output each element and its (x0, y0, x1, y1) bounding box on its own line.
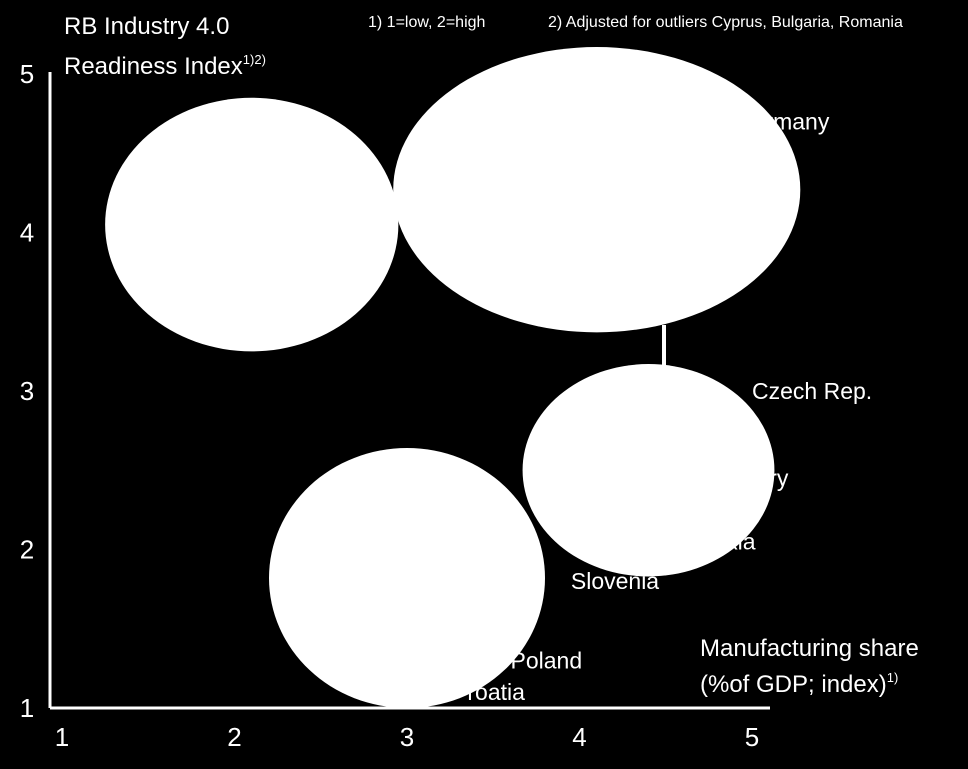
x-tick-labels: 1 2 3 4 5 (55, 722, 759, 752)
x-axis-label-line2-text: (%of GDP; index) (700, 671, 887, 698)
x-axis-label-sup: 1) (887, 670, 899, 685)
x-axis-label-line1: Manufacturing share (700, 635, 919, 662)
x-tick-label: 5 (745, 722, 759, 752)
footnote-2: 2) Adjusted for outliers Cyprus, Bulgari… (548, 14, 903, 31)
chart-title-line1: RB Industry 4.0 (64, 13, 229, 40)
y-tick-labels: 1 2 3 4 5 (20, 59, 34, 723)
footnote-1: 1) 1=low, 2=high (368, 14, 485, 31)
cluster-bubble (105, 97, 399, 352)
chart-title-line2: Readiness Index1)2) (64, 52, 266, 80)
y-tick-label: 5 (20, 59, 34, 89)
chart-title-line2-text: Readiness Index (64, 53, 243, 80)
country-label: Czech Rep. (752, 378, 872, 404)
x-tick-label: 2 (227, 722, 241, 752)
y-tick-label: 1 (20, 693, 34, 723)
y-tick-label: 3 (20, 376, 34, 406)
x-tick-label: 1 (55, 722, 69, 752)
x-tick-label: 4 (572, 722, 586, 752)
y-tick-label: 4 (20, 218, 34, 248)
x-axis-label-line2: (%of GDP; index)1) (700, 670, 898, 698)
cluster-bubble (393, 47, 801, 333)
cluster-bubble (269, 448, 545, 708)
cluster-bubble (522, 364, 775, 577)
x-tick-label: 3 (400, 722, 414, 752)
cluster-bubbles (105, 47, 801, 708)
country-label: Poland (511, 647, 583, 673)
chart-title-sup: 1)2) (243, 52, 266, 67)
y-tick-label: 2 (20, 535, 34, 565)
